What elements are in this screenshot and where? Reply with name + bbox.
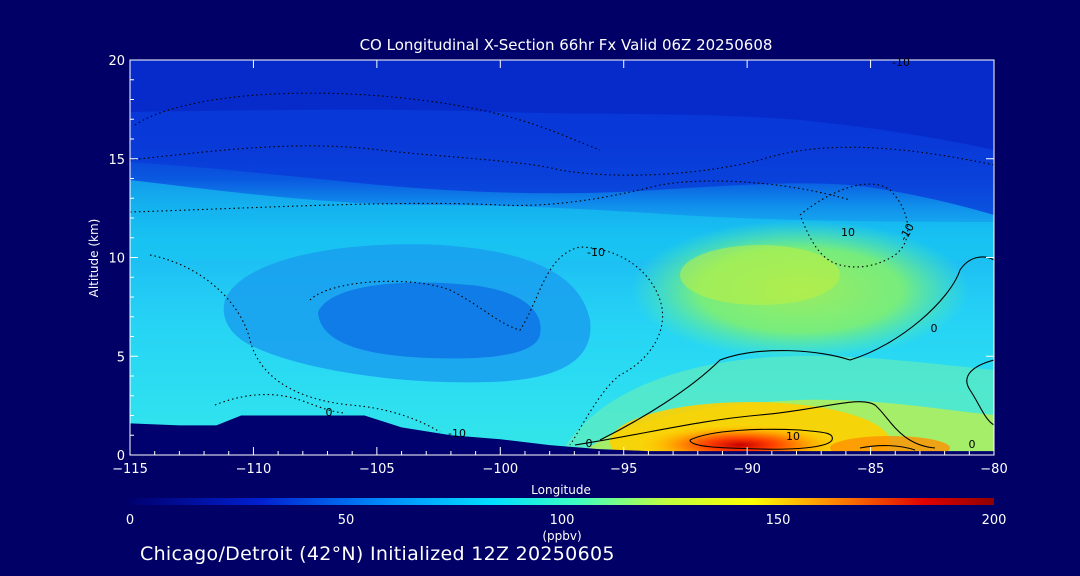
contour-zero-edge <box>966 359 994 426</box>
y-tick-label: 10 <box>108 252 125 267</box>
elevated-co-core <box>680 245 840 305</box>
contour-zero-lower <box>574 401 936 449</box>
low-co-core <box>318 282 541 359</box>
contour-label: 0 <box>326 406 333 419</box>
y-tick-label: 0 <box>117 449 125 464</box>
contour-label: 10 <box>841 226 855 239</box>
x-tick-label: −115 <box>112 462 148 477</box>
contour-neg10-tropo <box>130 180 851 213</box>
surface-co-core <box>630 423 850 455</box>
contour-label: -10 <box>892 56 910 69</box>
stratosphere-band <box>130 60 994 150</box>
terrain <box>130 415 994 455</box>
contour-label: 0 <box>586 437 593 450</box>
x-tick-label: −80 <box>980 462 1007 477</box>
y-axis: Altitude (km) 0 5 10 15 20 <box>87 54 994 464</box>
chart-title: CO Longitudinal X-Section 66hr Fx Valid … <box>360 36 773 54</box>
colorbar-tick-label: 50 <box>338 513 355 528</box>
contour-neg10-upper <box>134 92 601 151</box>
x-axis-label: Longitude <box>531 483 591 497</box>
contour-10-east <box>859 445 916 451</box>
x-tick-label: −105 <box>359 462 395 477</box>
contour-neg10-mid <box>130 145 994 176</box>
x-axis: Longitude −115 −110 −105 −100 −95 −90 −85 −80 <box>112 60 1008 497</box>
run-caption: Chicago/Detroit (42°N) Initialized 12Z 2… <box>140 543 615 565</box>
contour-label: 0 <box>931 322 938 335</box>
contour-neg10-west <box>149 254 441 433</box>
contour-lines <box>130 92 994 451</box>
colorbar-tick-label: 0 <box>126 513 134 528</box>
colorbar-tick-label: 200 <box>982 513 1007 528</box>
x-tick-label: −110 <box>236 462 272 477</box>
contour-labels: -10 -10 -10 10 10 0 0 0 0 -10 <box>326 56 976 451</box>
colorbar-gradient <box>130 498 994 505</box>
contour-10-surface <box>689 428 833 450</box>
colorbar-unit-label: (ppbv) <box>542 529 581 543</box>
y-tick-label: 5 <box>117 350 125 365</box>
x-tick-label: −95 <box>610 462 637 477</box>
colorbar-tick-label: 100 <box>550 513 575 528</box>
x-tick-label: −90 <box>733 462 760 477</box>
y-tick-label: 20 <box>108 54 125 69</box>
plot-area <box>130 60 994 455</box>
y-axis-label: Altitude (km) <box>87 219 101 298</box>
contour-label: 0 <box>969 438 976 451</box>
contour-neg10-near-surface <box>214 394 346 414</box>
contour-label: -10 <box>448 427 466 440</box>
y-tick-label: 15 <box>108 153 125 168</box>
contour-label: -10 <box>587 246 605 259</box>
x-tick-label: −100 <box>482 462 518 477</box>
contour-zero-east <box>599 256 994 441</box>
colorbar-tick-label: 150 <box>766 513 791 528</box>
contour-label: 10 <box>786 430 800 443</box>
colorbar: (ppbv) 0 50 100 150 200 <box>126 498 1007 543</box>
x-tick-label: −85 <box>857 462 884 477</box>
